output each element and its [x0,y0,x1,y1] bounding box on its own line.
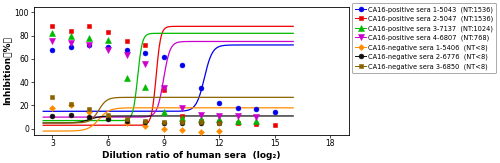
Legend: CA16-positive sera 1-5043  (NT:1536), CA16-positive sera 2-5047  (NT:1536), CA16: CA16-positive sera 1-5043 (NT:1536), CA1… [352,3,496,73]
Y-axis label: Inhibition（%）: Inhibition（%） [3,36,12,105]
X-axis label: Dilution ratio of human sera  (log₂): Dilution ratio of human sera (log₂) [102,151,281,160]
